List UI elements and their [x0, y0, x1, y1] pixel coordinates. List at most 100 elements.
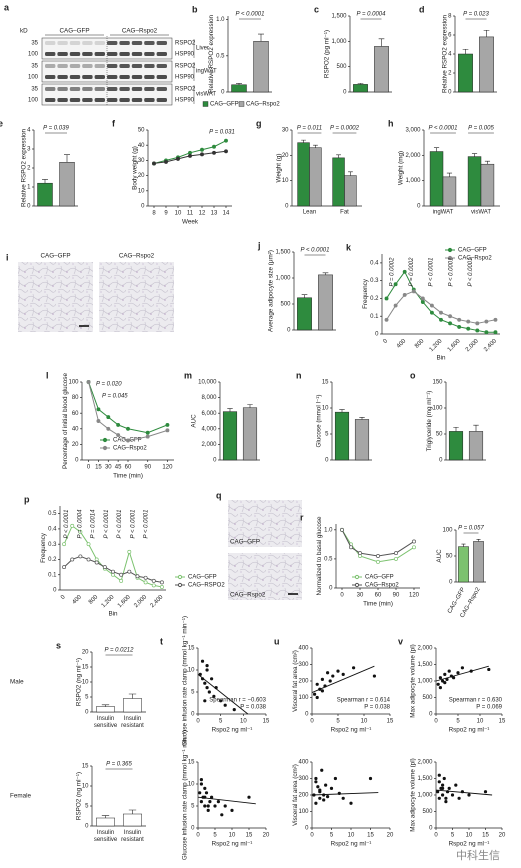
- point: [119, 578, 124, 583]
- point: [111, 569, 115, 574]
- band: [131, 41, 143, 45]
- bar: [123, 813, 142, 827]
- p-value: P < 0.0001: [117, 510, 123, 539]
- point: [96, 419, 101, 423]
- point: [143, 575, 148, 580]
- point: [62, 565, 67, 570]
- point: [358, 551, 362, 556]
- error-bar: [301, 139, 306, 143]
- error-bar: [128, 809, 137, 814]
- x-axis-label: Rspo2 ng ml⁻¹: [212, 841, 253, 848]
- y-tick-label: 5: [85, 695, 89, 701]
- y-tick-label: 3,000: [405, 128, 421, 134]
- y-tick-label: 30: [138, 158, 145, 164]
- x-axis-label: Time (min): [363, 601, 393, 608]
- band: [131, 64, 143, 68]
- x-tick-label: 20: [263, 833, 270, 839]
- y-tick-label: 50: [138, 128, 145, 134]
- point: [437, 780, 441, 784]
- bar: [468, 431, 484, 461]
- band: [45, 75, 56, 79]
- image-label: CAG–GFP: [230, 539, 260, 546]
- panel-letter: a: [4, 2, 10, 12]
- y-axis-label: AUC: [190, 414, 197, 428]
- x-tick-label: 800: [414, 338, 426, 350]
- panel-letter: k: [346, 242, 352, 252]
- point: [429, 303, 434, 308]
- micrograph: [99, 262, 174, 332]
- point: [336, 669, 340, 673]
- x-tick-label: 120: [162, 465, 173, 471]
- point: [352, 666, 356, 670]
- point: [460, 666, 464, 670]
- y-tick-label: 0: [325, 458, 329, 464]
- band: [156, 52, 167, 56]
- y-tick-label: 1,000: [417, 679, 433, 685]
- x-tick-label: 10: [477, 719, 484, 725]
- band: [144, 41, 155, 45]
- point: [483, 790, 488, 794]
- error-bar: [101, 704, 110, 707]
- band: [156, 64, 167, 68]
- y-axis-label: Relative RSPO2 expression: [208, 14, 215, 93]
- point: [224, 138, 228, 143]
- x-tick-label: Fat: [340, 210, 349, 216]
- y-axis-label: Percentage of initial blood glucose: [62, 373, 69, 469]
- y-tick-label: 0: [439, 458, 443, 464]
- band: [82, 75, 93, 79]
- point: [326, 671, 330, 675]
- point: [318, 788, 322, 792]
- y-tick-label: 0.3: [48, 542, 57, 548]
- point: [315, 695, 319, 700]
- point: [145, 434, 150, 439]
- x-tick-label: 0: [340, 593, 344, 599]
- band: [107, 87, 118, 91]
- error-bar: [322, 272, 329, 275]
- point: [102, 565, 107, 570]
- error-bar: [64, 154, 70, 163]
- legend-label: CAG–GFP: [188, 575, 217, 581]
- group-label: CAG–GFP: [59, 28, 89, 35]
- point: [340, 527, 344, 532]
- x-tick-label: 10: [240, 719, 247, 725]
- band: [69, 41, 81, 45]
- x-tick-label: 15: [387, 719, 394, 725]
- band: [94, 41, 105, 45]
- error-bar: [462, 48, 469, 54]
- y-axis-label: Average adipocyte size (μm²): [268, 250, 275, 332]
- point: [402, 269, 407, 274]
- x-tick-label: 1,600: [447, 338, 462, 353]
- band: [131, 98, 143, 102]
- band: [94, 52, 105, 56]
- bar: [96, 706, 115, 713]
- legend-label: CAG–GFP: [210, 102, 239, 108]
- x-tick-label: Insulin resistant: [121, 830, 144, 843]
- point: [313, 692, 317, 696]
- stat: Spearman r = −0.603: [209, 698, 266, 704]
- image-label: CAG–GFP: [40, 253, 70, 260]
- band: [45, 64, 56, 68]
- point: [368, 776, 373, 781]
- panel-letter: m: [184, 370, 192, 380]
- y-tick-label: 20: [282, 153, 289, 159]
- y-axis-label: Max adipocyte volume (pl): [410, 644, 417, 718]
- y-tick-label: 0: [287, 328, 291, 334]
- p-value: P < 0.0001: [468, 258, 474, 287]
- point: [208, 800, 212, 804]
- x-tick-label: 5: [451, 833, 455, 839]
- point: [316, 785, 320, 789]
- x-axis-label: Bin: [108, 611, 118, 618]
- point: [62, 542, 67, 547]
- y-tick-label: 1,000: [417, 793, 433, 799]
- x-tick-label: 0: [196, 719, 200, 725]
- p-value: P = 0.0002: [330, 126, 360, 132]
- error-bar: [313, 144, 318, 148]
- x-tick-label: 0: [87, 465, 91, 471]
- x-tick-label: 2,000: [465, 338, 480, 353]
- y-tick-label: 2: [27, 166, 31, 172]
- band: [107, 41, 118, 45]
- x-tick-label: 11: [187, 211, 194, 217]
- band: [119, 98, 130, 102]
- error-bar: [484, 160, 491, 165]
- error-bar: [101, 815, 110, 818]
